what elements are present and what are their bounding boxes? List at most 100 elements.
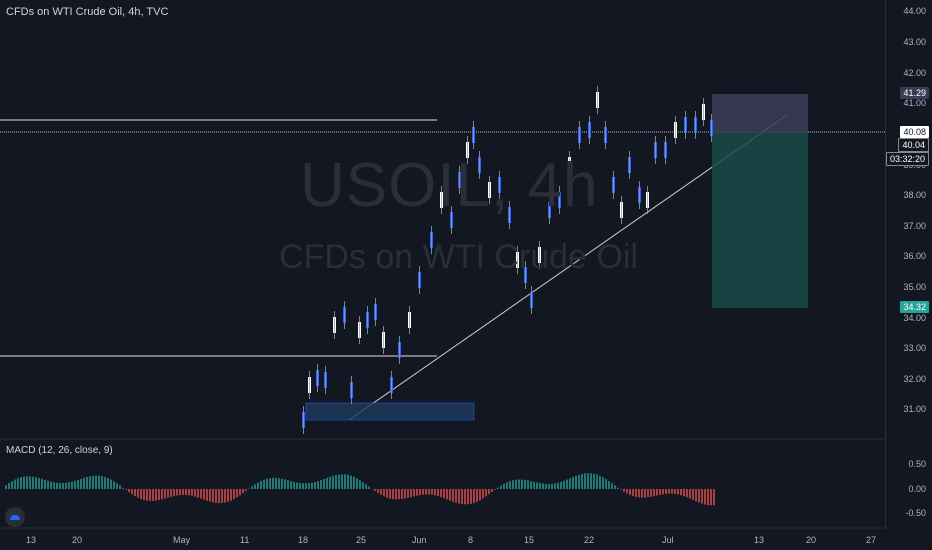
- macd-bar: [656, 489, 658, 496]
- macd-bar: [668, 489, 670, 494]
- macd-bar: [707, 489, 709, 506]
- tradingview-logo-icon[interactable]: [5, 507, 25, 527]
- macd-bar: [401, 489, 403, 500]
- macd-bar: [170, 489, 172, 497]
- macd-bar: [209, 489, 211, 502]
- macd-bar: [518, 479, 520, 489]
- macd-bar: [329, 476, 331, 489]
- macd-bar: [227, 489, 229, 502]
- y-tick-label: 37.00: [903, 221, 926, 231]
- macd-bar: [506, 482, 508, 489]
- macd-bar: [494, 489, 496, 490]
- macd-bar: [230, 489, 232, 501]
- macd-bar: [413, 489, 415, 497]
- macd-bar: [17, 478, 19, 489]
- macd-histogram: [5, 473, 715, 506]
- macd-bar: [56, 482, 58, 489]
- macd-bar: [122, 487, 124, 489]
- macd-bar: [200, 489, 202, 499]
- y-tick-label: 35.00: [903, 282, 926, 292]
- macd-bar: [290, 480, 292, 489]
- macd-bar: [536, 482, 538, 489]
- macd-bar: [386, 489, 388, 498]
- macd-bar: [257, 482, 259, 489]
- macd-bar: [302, 483, 304, 489]
- macd-bar: [638, 489, 640, 498]
- macd-bar: [683, 489, 685, 497]
- macd-bar: [581, 473, 583, 489]
- macd-bar: [260, 480, 262, 489]
- macd-bar: [173, 489, 175, 497]
- x-tick-label: Jul: [662, 535, 674, 545]
- macd-bar: [695, 489, 697, 502]
- macd-bar: [143, 489, 145, 501]
- macd-bar: [671, 489, 673, 494]
- y-tick-label: 36.00: [903, 251, 926, 261]
- macd-bar: [452, 489, 454, 502]
- macd-bar: [38, 477, 40, 489]
- macd-bar: [458, 489, 460, 504]
- macd-bar: [659, 489, 661, 495]
- macd-bar: [593, 473, 595, 489]
- macd-bar: [65, 482, 67, 489]
- macd-bar: [47, 480, 49, 489]
- x-tick-label: 20: [806, 535, 817, 545]
- macd-bar: [455, 489, 457, 503]
- macd-bar: [32, 476, 34, 489]
- macd-bar: [419, 489, 421, 496]
- last-badge: 40.04: [898, 138, 929, 152]
- macd-bar: [53, 482, 55, 489]
- macd-bar: [365, 484, 367, 489]
- macd-bar: [155, 489, 157, 501]
- macd-bar: [566, 479, 568, 489]
- macd-bar: [485, 489, 487, 497]
- macd-bar: [305, 483, 307, 489]
- macd-bar: [380, 489, 382, 495]
- macd-bar: [101, 476, 103, 489]
- macd-bar: [647, 489, 649, 498]
- macd-bar: [182, 489, 184, 495]
- countdown-badge: 03:32:20: [885, 152, 929, 166]
- macd-bar: [557, 482, 559, 489]
- macd-bar: [395, 489, 397, 500]
- macd-bar: [476, 489, 478, 502]
- macd-bar: [542, 483, 544, 489]
- macd-bar: [605, 479, 607, 489]
- macd-bar: [674, 489, 676, 494]
- macd-bar: [50, 481, 52, 489]
- target-badge: 34.32: [900, 301, 929, 313]
- macd-bar: [626, 489, 628, 494]
- macd-bar: [269, 478, 271, 489]
- macd-bar: [569, 478, 571, 489]
- y-tick-label: 32.00: [903, 374, 926, 384]
- macd-bar: [416, 489, 418, 496]
- macd-bar: [23, 476, 25, 489]
- macd-bar: [68, 482, 70, 489]
- macd-bar: [641, 489, 643, 498]
- y-tick-label: 42.00: [903, 68, 926, 78]
- macd-bar: [509, 481, 511, 489]
- price-axis[interactable]: [885, 0, 932, 528]
- macd-bar: [602, 477, 604, 489]
- macd-bar: [614, 485, 616, 489]
- macd-bar: [584, 473, 586, 489]
- macd-bar: [251, 486, 253, 489]
- macd-bar: [530, 480, 532, 489]
- macd-bar: [527, 480, 529, 489]
- macd-bar: [95, 475, 97, 489]
- macd-label: MACD (12, 26, close, 9): [6, 445, 113, 456]
- macd-bar: [620, 489, 622, 490]
- macd-bar: [161, 489, 163, 500]
- macd-bar: [239, 489, 241, 496]
- macd-bar: [521, 479, 523, 489]
- macd-bar: [176, 489, 178, 496]
- macd-bar: [425, 489, 427, 495]
- macd-bar: [545, 483, 547, 489]
- macd-bar: [284, 479, 286, 489]
- x-tick-label: 18: [298, 535, 309, 545]
- macd-bar: [698, 489, 700, 503]
- y-tick-label: 31.00: [903, 404, 926, 414]
- x-tick-label: 27: [866, 535, 877, 545]
- macd-bar: [611, 483, 613, 489]
